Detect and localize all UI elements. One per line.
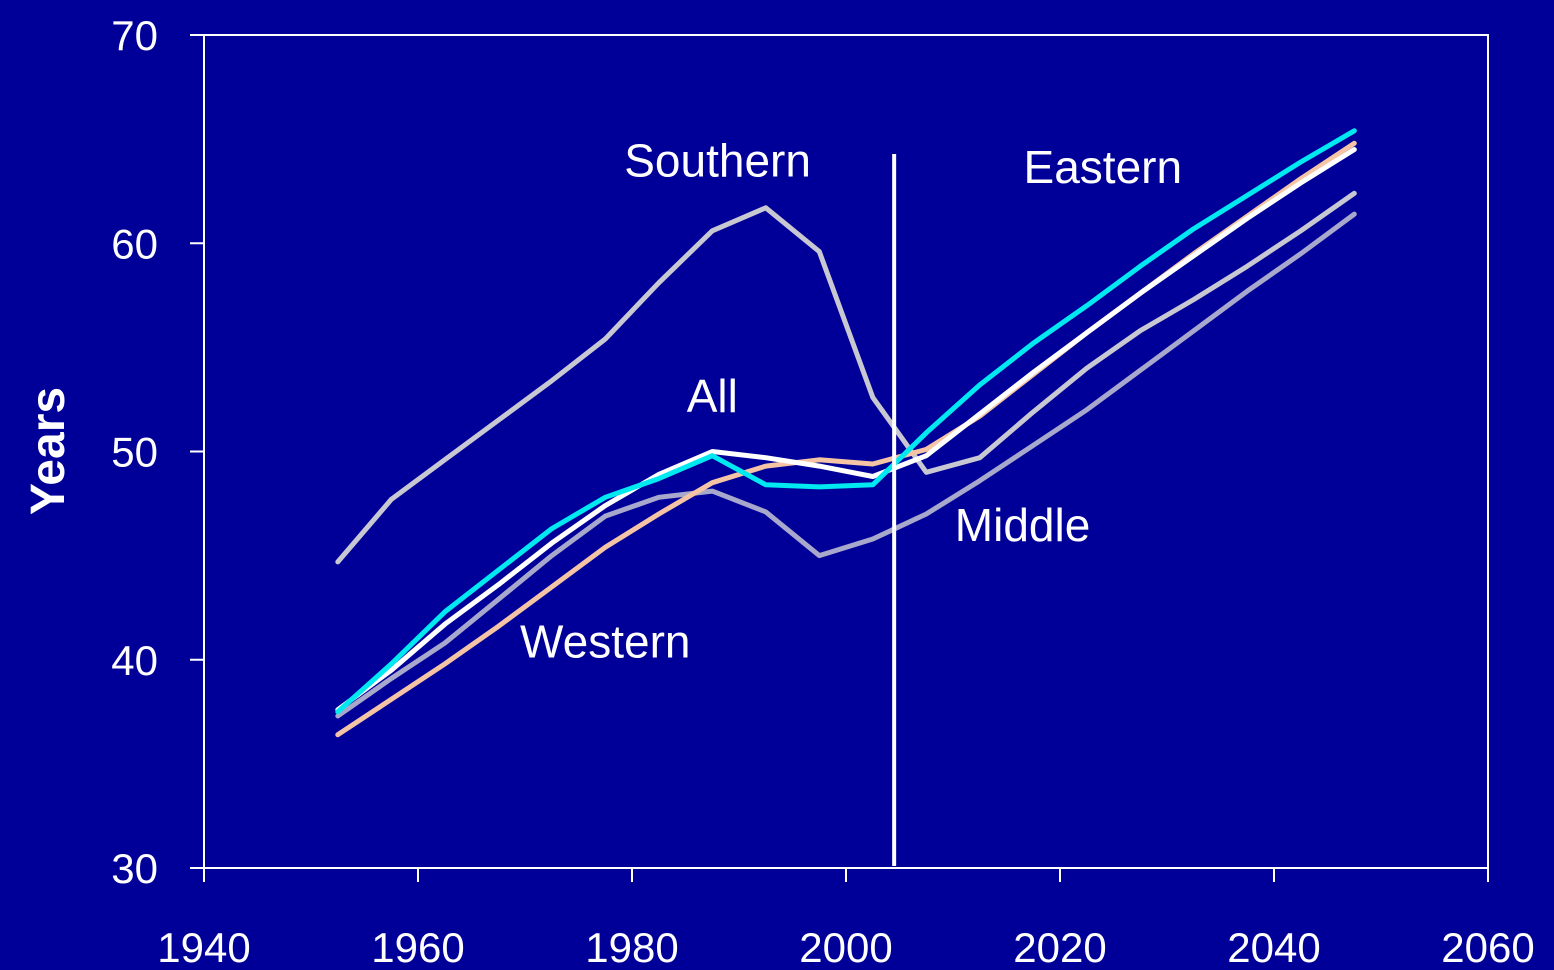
axes: 30 40 50 60 70 1940 1960 1980 2000 2020 2040 2060	[111, 12, 1534, 970]
annotation-eastern: Eastern	[1024, 141, 1183, 193]
y-axis-label: Years	[22, 387, 75, 515]
x-tick-label-1980: 1980	[585, 924, 678, 970]
y-tick-label-60: 60	[111, 220, 158, 267]
x-tick-label-1940: 1940	[157, 924, 250, 970]
annotation-middle: Middle	[955, 499, 1091, 551]
annotation-western: Western	[520, 616, 690, 668]
series-line-western	[335, 140, 1357, 738]
y-tick-label-50: 50	[111, 429, 158, 476]
x-tick-label-2020: 2020	[1013, 924, 1106, 970]
series-line-southern	[335, 190, 1357, 565]
series-lines	[335, 128, 1357, 866]
plot-area	[203, 34, 1489, 869]
y-tick-label-40: 40	[111, 637, 158, 684]
x-tick-label-2060: 2060	[1441, 924, 1534, 970]
x-tick-label-2000: 2000	[799, 924, 892, 970]
y-tick-label-70: 70	[111, 12, 158, 59]
annotation-southern: Southern	[624, 135, 811, 187]
x-tick-label-2040: 2040	[1227, 924, 1320, 970]
annotation-all: All	[687, 370, 738, 422]
series-line-middle	[335, 211, 1357, 719]
series-line-eastern	[335, 128, 1357, 715]
series-line-all	[335, 147, 1357, 713]
x-tick-label-1960: 1960	[371, 924, 464, 970]
y-tick-label-30: 30	[111, 845, 158, 892]
annotations: Southern Eastern All Middle Western	[520, 135, 1182, 668]
